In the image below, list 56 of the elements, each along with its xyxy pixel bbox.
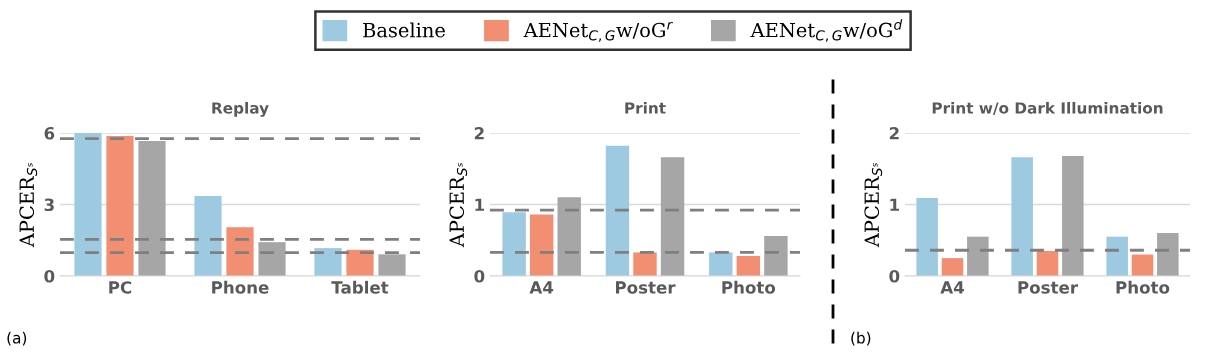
bar xyxy=(709,252,733,276)
bar xyxy=(1106,236,1128,276)
bar xyxy=(967,236,989,276)
x-tick-label: Photo xyxy=(722,280,776,294)
bar xyxy=(314,248,342,276)
bar xyxy=(106,136,134,276)
y-axis-title: APCER$_{Sˢ}$ xyxy=(19,163,38,248)
bar xyxy=(138,141,166,276)
legend-label: Baseline xyxy=(363,22,445,38)
bar xyxy=(226,227,254,276)
x-tick-label: A4 xyxy=(940,281,964,294)
legend-label: AENet$_{C,G}$w/oG$^{d}$ xyxy=(750,19,903,42)
y-tick-label: 6 xyxy=(44,126,55,140)
bar xyxy=(1157,233,1179,276)
bar xyxy=(764,235,788,276)
y-tick-label: 2 xyxy=(889,126,899,140)
bar xyxy=(1062,155,1084,276)
legend-label: AENet$_{C,G}$w/oG$^{r}$ xyxy=(523,21,673,42)
y-tick-label: 3 xyxy=(44,198,54,212)
bar xyxy=(346,249,374,276)
bar xyxy=(557,197,581,276)
x-tick-label: Tablet xyxy=(331,280,389,294)
x-tick-label: A4 xyxy=(529,281,554,294)
y-tick-label: 0 xyxy=(474,269,485,283)
bar xyxy=(1011,157,1033,276)
x-tick-label: Poster xyxy=(615,281,676,294)
bar xyxy=(941,258,964,276)
bar xyxy=(633,252,657,276)
y-tick-label: 1 xyxy=(890,198,899,211)
bar xyxy=(736,255,761,276)
bar xyxy=(258,242,286,276)
y-tick-label: 0 xyxy=(889,269,900,283)
x-tick-label: Poster xyxy=(1018,281,1078,294)
x-tick-label: PC xyxy=(109,281,132,294)
y-axis-title: APCER$_{Sˢ}$ xyxy=(449,163,468,248)
text: (b) xyxy=(851,331,871,346)
x-tick-label: Photo xyxy=(1116,280,1170,294)
bar xyxy=(502,212,526,276)
chart-title: Replay xyxy=(212,101,269,117)
bar xyxy=(529,214,554,276)
y-tick-label: 2 xyxy=(474,126,484,140)
chart-title: Print xyxy=(625,101,666,114)
chart-title: Print w/o Dark Illumination xyxy=(932,101,1163,115)
bar xyxy=(194,195,222,276)
y-axis-title: APCER$_{Sˢ}$ xyxy=(864,163,883,248)
bar xyxy=(660,157,685,276)
bar xyxy=(1131,254,1154,276)
bar xyxy=(1036,250,1059,276)
x-tick-label: Phone xyxy=(212,280,269,294)
y-tick-label: 1 xyxy=(475,198,484,211)
y-tick-label: 0 xyxy=(44,269,55,283)
bar xyxy=(916,198,938,276)
bar xyxy=(378,254,406,276)
bar xyxy=(605,145,630,276)
text: (a) xyxy=(7,331,27,346)
bar xyxy=(74,133,102,276)
